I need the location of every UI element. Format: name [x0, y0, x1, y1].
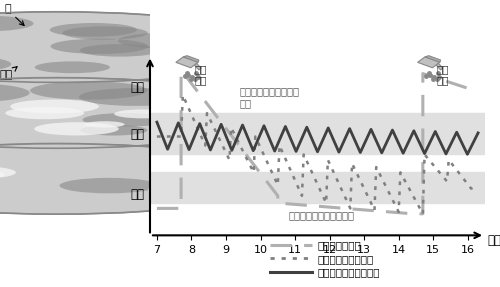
- Polygon shape: [436, 63, 443, 70]
- Circle shape: [0, 83, 30, 102]
- Circle shape: [34, 61, 110, 73]
- Circle shape: [0, 78, 282, 148]
- Circle shape: [80, 44, 160, 57]
- Legend: 手動による灌水, タイマーによる灌水, ゼロアグリによる灌水: 手動による灌水, タイマーによる灌水, ゼロアグリによる灌水: [266, 236, 384, 282]
- Circle shape: [84, 121, 124, 127]
- Polygon shape: [425, 56, 440, 62]
- Circle shape: [62, 26, 148, 40]
- Circle shape: [50, 39, 148, 54]
- Circle shape: [60, 178, 158, 193]
- Circle shape: [114, 109, 171, 118]
- Circle shape: [34, 122, 118, 135]
- Text: 多量
灌水: 多量 灌水: [195, 64, 207, 85]
- Text: 水分不足（水ストレス）: 水分不足（水ストレス）: [288, 211, 354, 221]
- Circle shape: [0, 166, 16, 179]
- Circle shape: [118, 33, 222, 49]
- Text: 適湿: 適湿: [131, 128, 145, 141]
- Circle shape: [0, 170, 4, 179]
- Circle shape: [82, 113, 170, 127]
- Circle shape: [80, 125, 148, 135]
- Circle shape: [0, 56, 11, 73]
- Polygon shape: [418, 57, 440, 68]
- Circle shape: [6, 107, 84, 119]
- Circle shape: [10, 100, 99, 113]
- Text: 水分過剰（酸欠ストレ
ス）: 水分過剰（酸欠ストレ ス）: [240, 86, 300, 108]
- Text: 空気: 空気: [0, 67, 17, 80]
- Circle shape: [30, 81, 148, 100]
- Circle shape: [0, 144, 282, 214]
- Polygon shape: [184, 56, 199, 62]
- Polygon shape: [194, 63, 201, 70]
- Circle shape: [148, 184, 220, 195]
- Circle shape: [79, 88, 192, 106]
- Text: 時間: 時間: [488, 234, 500, 247]
- Circle shape: [165, 53, 206, 59]
- Bar: [150, 172, 485, 203]
- Text: 過湿: 過湿: [131, 82, 145, 94]
- Polygon shape: [176, 57, 198, 68]
- Text: 多量
灌水: 多量 灌水: [436, 64, 449, 85]
- Text: 水: 水: [4, 4, 24, 26]
- Circle shape: [0, 12, 282, 82]
- Circle shape: [0, 15, 34, 32]
- Circle shape: [50, 23, 137, 37]
- Text: 乾燥: 乾燥: [131, 187, 145, 201]
- Bar: [150, 113, 485, 154]
